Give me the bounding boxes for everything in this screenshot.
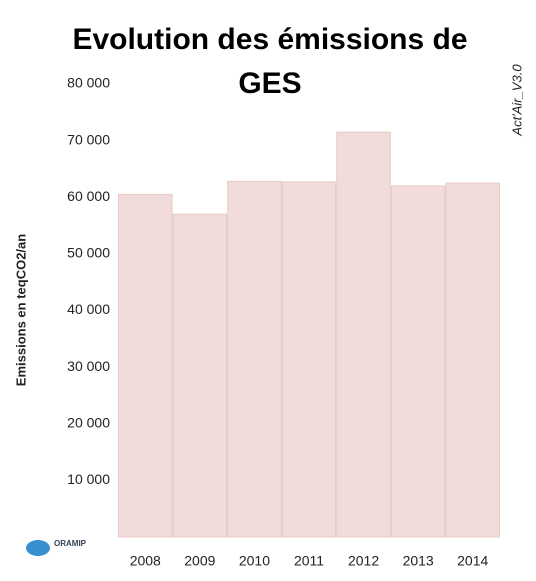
bar <box>227 180 282 538</box>
x-tick-label: 2010 <box>239 553 270 569</box>
x-tick-label: 2009 <box>184 553 215 569</box>
y-tick-label: 40 000 <box>67 301 110 317</box>
chart-title: Evolution des émissions de GES <box>72 23 468 100</box>
bar <box>172 213 228 538</box>
y-tick-label: 70 000 <box>67 131 110 147</box>
x-tick-label: 2012 <box>348 553 379 569</box>
x-tick-label: 2008 <box>130 553 161 569</box>
y-tick-label: 50 000 <box>67 245 110 261</box>
x-tick-label: 2011 <box>294 553 324 569</box>
bar <box>445 182 500 538</box>
y-tick-label: 30 000 <box>67 358 110 374</box>
bar <box>281 181 337 538</box>
bar <box>336 131 391 538</box>
watermark: Act'Air_V3.0 <box>509 64 524 137</box>
bar <box>390 185 446 538</box>
y-tick-label: 20 000 <box>67 414 110 430</box>
x-tick-label: 2014 <box>457 553 488 569</box>
y-tick-label: 10 000 <box>67 471 110 487</box>
y-axis-label: Emissions en teqCO2/an <box>13 234 28 386</box>
bar <box>118 193 173 538</box>
y-tick-label: 60 000 <box>67 188 110 204</box>
y-tick-label: 80 000 <box>67 75 110 91</box>
logo-icon <box>26 540 50 556</box>
x-tick-label: 2013 <box>403 553 434 569</box>
logo-text: ORAMIP <box>54 539 87 548</box>
